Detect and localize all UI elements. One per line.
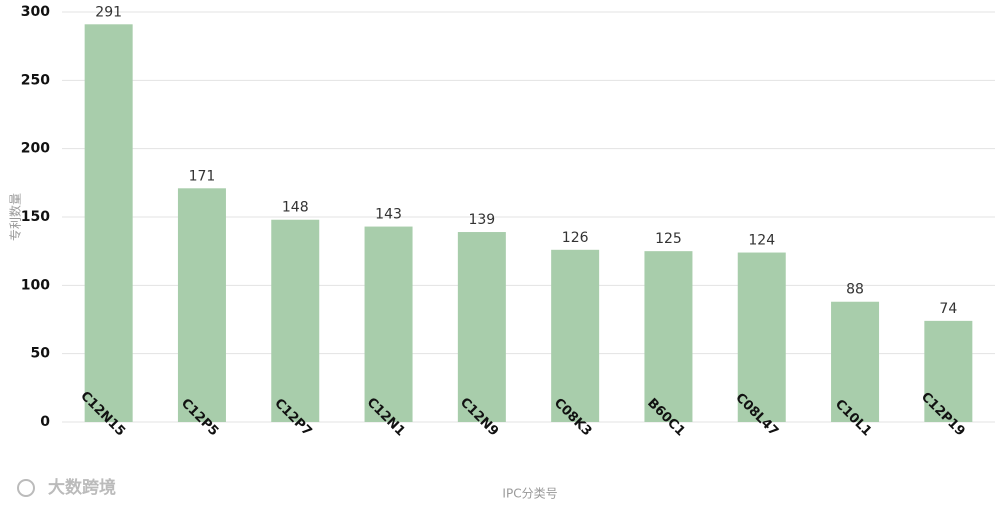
y-axis-title: 专利数量 bbox=[8, 193, 23, 241]
x-axis-title: IPC分类号 bbox=[502, 487, 557, 501]
bar bbox=[924, 320, 973, 422]
y-tick-label: 300 bbox=[21, 4, 50, 20]
data-label: 148 bbox=[282, 200, 309, 216]
data-label: 74 bbox=[939, 301, 957, 317]
watermark-icon bbox=[17, 479, 35, 497]
bar bbox=[364, 226, 413, 422]
data-label: 143 bbox=[375, 207, 402, 223]
bar bbox=[831, 301, 880, 422]
watermark: 大数跨境 bbox=[48, 477, 116, 498]
data-label: 125 bbox=[655, 231, 682, 247]
y-tick-label: 200 bbox=[21, 141, 50, 157]
data-label: 126 bbox=[562, 230, 589, 246]
data-label: 139 bbox=[468, 212, 495, 228]
data-label: 171 bbox=[189, 168, 216, 184]
y-tick-label: 150 bbox=[21, 209, 50, 225]
bar bbox=[177, 188, 226, 422]
bar bbox=[551, 249, 600, 422]
data-label: 124 bbox=[748, 233, 775, 249]
y-tick-label: 250 bbox=[21, 72, 50, 88]
bar bbox=[644, 251, 693, 422]
data-label: 291 bbox=[95, 4, 122, 20]
bar bbox=[84, 24, 133, 423]
bar bbox=[271, 219, 320, 422]
y-tick-label: 0 bbox=[40, 414, 50, 430]
y-tick-label: 100 bbox=[21, 277, 50, 293]
data-label: 88 bbox=[846, 282, 864, 298]
bar bbox=[457, 232, 506, 422]
bar bbox=[737, 252, 786, 422]
y-tick-label: 50 bbox=[31, 346, 51, 362]
